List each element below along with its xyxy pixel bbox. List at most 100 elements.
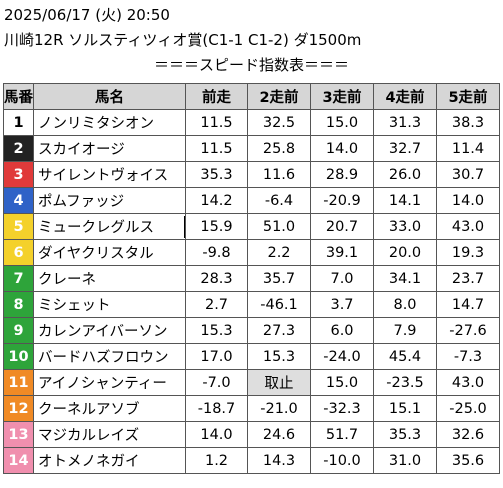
speed-index-value: 32.6: [436, 421, 500, 448]
column-header-2-races-ago: 2走前: [247, 83, 311, 110]
table-row: 12 クーネルアソブ -18.7 -21.0 -32.3 15.1 -25.0: [3, 395, 500, 422]
horse-name: クーネルアソブ: [33, 395, 186, 422]
table-row: 8 ミシェット 2.7 -46.1 3.7 8.0 14.7: [3, 291, 500, 318]
horse-name: スカイオージ: [33, 135, 186, 162]
horse-name: アイノシャンティー: [33, 369, 186, 396]
speed-index-value: -10.0: [310, 447, 374, 474]
table-header-row: 馬番 馬名 前走 2走前 3走前 4走前 5走前: [3, 83, 500, 110]
table-row: 11 アイノシャンティー -7.0 取止 15.0 -23.5 43.0: [3, 369, 500, 396]
speed-index-value: 32.7: [373, 135, 437, 162]
speed-index-value: -20.9: [310, 187, 374, 214]
speed-index-value: 2.2: [247, 239, 311, 266]
race-title: 川崎12R ソルスティツィオ賞(C1-1 C1-2) ダ1500m: [4, 31, 362, 49]
speed-index-value: 23.7: [436, 265, 500, 292]
table-row: 2 スカイオージ 11.5 25.8 14.0 32.7 11.4: [3, 135, 500, 162]
horse-number: 3: [3, 161, 34, 188]
row-marker: [184, 216, 185, 238]
column-header-horse-name: 馬名: [33, 83, 186, 110]
horse-number: 14: [3, 447, 34, 474]
table-row: 4 ポムファッジ 14.2 -6.4 -20.9 14.1 14.0: [3, 187, 500, 214]
speed-index-value: -24.0: [310, 343, 374, 370]
speed-index-value: 15.0: [310, 109, 374, 136]
horse-number: 8: [3, 291, 34, 318]
horse-number: 11: [3, 369, 34, 396]
table-row: 13 マジカルレイズ 14.0 24.6 51.7 35.3 32.6: [3, 421, 500, 448]
speed-index-value: -32.3: [310, 395, 374, 422]
table-caption: ＝＝＝スピード指数表＝＝＝: [153, 56, 349, 74]
speed-index-value: 19.3: [436, 239, 500, 266]
speed-index-value: 14.7: [436, 291, 500, 318]
speed-index-value: 31.3: [373, 109, 437, 136]
table-row: 7 クレーネ 28.3 35.7 7.0 34.1 23.7: [3, 265, 500, 292]
horse-name: ミシェット: [33, 291, 186, 318]
speed-index-value: 30.7: [436, 161, 500, 188]
horse-number: 9: [3, 317, 34, 344]
column-header-5-races-ago: 5走前: [436, 83, 500, 110]
speed-index-value: 15.3: [185, 317, 248, 344]
speed-index-value: 43.0: [436, 369, 500, 396]
column-header-3-races-ago: 3走前: [310, 83, 374, 110]
speed-index-value: 39.1: [310, 239, 374, 266]
horse-name: ノンリミタシオン: [33, 109, 186, 136]
speed-index-value: 14.1: [373, 187, 437, 214]
speed-index-value: 51.7: [310, 421, 374, 448]
speed-index-value: 6.0: [310, 317, 374, 344]
speed-index-value: 43.0: [436, 213, 500, 240]
speed-index-value: 33.0: [373, 213, 437, 240]
speed-index-value: 20.7: [310, 213, 374, 240]
speed-index-value: 1.2: [185, 447, 248, 474]
speed-index-value: -7.0: [185, 369, 248, 396]
speed-index-value: 26.0: [373, 161, 437, 188]
horse-name: オトメノネガイ: [33, 447, 186, 474]
speed-index-value: 11.5: [185, 109, 248, 136]
speed-index-value: 28.9: [310, 161, 374, 188]
speed-index-value: 28.3: [185, 265, 248, 292]
horse-name: カレンアイバーソン: [33, 317, 186, 344]
speed-index-value: 14.0: [185, 421, 248, 448]
speed-index-value: 20.0: [373, 239, 437, 266]
horse-number: 6: [3, 239, 34, 266]
speed-index-value: -27.6: [436, 317, 500, 344]
horse-name: クレーネ: [33, 265, 186, 292]
horse-number: 10: [3, 343, 34, 370]
speed-index-value: 14.0: [310, 135, 374, 162]
speed-index-value: 7.9: [373, 317, 437, 344]
speed-index-value: 38.3: [436, 109, 500, 136]
speed-index-table: 馬番 馬名 前走 2走前 3走前 4走前 5走前 1 ノンリミタシオン 11.5 32…: [3, 83, 500, 474]
speed-index-value: 24.6: [247, 421, 311, 448]
table-row: 6 ダイヤクリスタル -9.8 2.2 39.1 20.0 19.3: [3, 239, 500, 266]
table-row: 3 サイレントヴォイス 35.3 11.6 28.9 26.0 30.7: [3, 161, 500, 188]
column-header-number: 馬番: [3, 83, 34, 110]
speed-index-value: 51.0: [247, 213, 311, 240]
race-datetime: 2025/06/17 (火) 20:50: [4, 6, 170, 24]
speed-index-value: 31.0: [373, 447, 437, 474]
horse-name: ダイヤクリスタル: [33, 239, 186, 266]
speed-index-value: 25.8: [247, 135, 311, 162]
horse-name: バードハズフロウン: [33, 343, 186, 370]
speed-index-value: 14.3: [247, 447, 311, 474]
speed-index-value: 27.3: [247, 317, 311, 344]
horse-name: ミュークレグルス: [33, 213, 186, 240]
horse-number: 4: [3, 187, 34, 214]
table-row: 1 ノンリミタシオン 11.5 32.5 15.0 31.3 38.3: [3, 109, 500, 136]
speed-index-value: -21.0: [247, 395, 311, 422]
speed-index-value: 2.7: [185, 291, 248, 318]
speed-index-value: 17.0: [185, 343, 248, 370]
speed-index-value: 15.0: [310, 369, 374, 396]
speed-index-value: 11.6: [247, 161, 311, 188]
speed-index-value: 14.2: [185, 187, 248, 214]
horse-number: 5: [3, 213, 34, 240]
speed-index-value: -25.0: [436, 395, 500, 422]
table-row: 5 ミュークレグルス 15.9 51.0 20.7 33.0 43.0: [3, 213, 500, 240]
speed-index-value: 45.4: [373, 343, 437, 370]
horse-number: 2: [3, 135, 34, 162]
speed-index-value: 35.3: [185, 161, 248, 188]
speed-index-value: 15.3: [247, 343, 311, 370]
speed-index-value: 7.0: [310, 265, 374, 292]
horse-number: 1: [3, 109, 34, 136]
column-header-4-races-ago: 4走前: [373, 83, 437, 110]
speed-index-value: 15.9: [185, 213, 248, 240]
speed-index-value: 34.1: [373, 265, 437, 292]
horse-number: 12: [3, 395, 34, 422]
speed-index-value: 35.6: [436, 447, 500, 474]
